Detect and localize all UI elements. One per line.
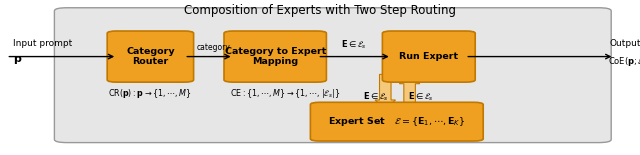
Text: $\mathbf{p}$: $\mathbf{p}$ (13, 54, 22, 66)
Text: $\mathbf{E} \in \mathcal{E}_s$: $\mathbf{E} \in \mathcal{E}_s$ (363, 91, 388, 103)
Text: Expert Set   $\mathcal{E} = \{\mathbf{E}_1, \cdots, \mathbf{E}_K\}$: Expert Set $\mathcal{E} = \{\mathbf{E}_1… (328, 115, 465, 128)
Text: $\mathrm{CoE}(\mathbf{p}; \mathcal{E}_s, \mathrm{CR}, \mathrm{CE})$: $\mathrm{CoE}(\mathbf{p}; \mathcal{E}_s,… (608, 55, 640, 69)
Text: $\mathbf{E} \in \mathcal{E}_s$: $\mathbf{E} \in \mathcal{E}_s$ (408, 91, 434, 103)
FancyBboxPatch shape (383, 31, 476, 82)
FancyArrow shape (399, 74, 420, 109)
Text: Composition of Experts with Two Step Routing: Composition of Experts with Two Step Rou… (184, 4, 456, 17)
Text: Category
Router: Category Router (126, 47, 175, 66)
Text: Category to Expert
Mapping: Category to Expert Mapping (225, 47, 326, 66)
FancyArrow shape (375, 74, 396, 109)
FancyBboxPatch shape (224, 31, 326, 82)
FancyBboxPatch shape (54, 8, 611, 143)
Text: $\mathbf{E} \in \mathcal{E}_s$: $\mathbf{E} \in \mathcal{E}_s$ (341, 39, 367, 51)
Text: $\mathrm{CR}(\mathbf{p}) : \mathbf{p} \rightarrow \{1, \cdots, M\}$: $\mathrm{CR}(\mathbf{p}) : \mathbf{p} \r… (108, 86, 193, 100)
Text: Input prompt: Input prompt (13, 39, 72, 48)
Text: Run Expert: Run Expert (399, 52, 458, 61)
Text: $\mathrm{CE} : \{1, \cdots, M\} \rightarrow \{1, \cdots, |\mathcal{E}_s|\}$: $\mathrm{CE} : \{1, \cdots, M\} \rightar… (230, 86, 340, 100)
FancyBboxPatch shape (107, 31, 193, 82)
FancyBboxPatch shape (310, 102, 483, 141)
Text: Output: Output (609, 39, 640, 48)
Text: category: category (196, 43, 230, 52)
